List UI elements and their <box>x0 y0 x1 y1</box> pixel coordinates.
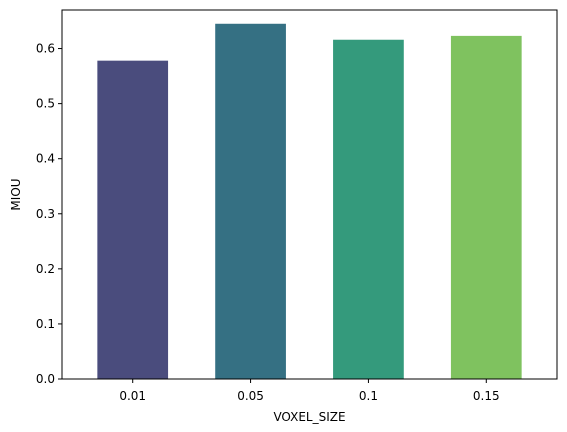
y-tick-label: 0.6 <box>36 42 55 56</box>
x-tick-label: 0.01 <box>119 389 146 403</box>
x-tick-label: 0.05 <box>237 389 264 403</box>
bar-0.15 <box>450 35 522 380</box>
y-tick-label: 0.2 <box>36 262 55 276</box>
plot-frame <box>61 9 558 380</box>
x-axis-label: VOXEL_SIZE <box>273 410 345 424</box>
x-tick-label: 0.1 <box>359 389 378 403</box>
x-tick-label: 0.15 <box>473 389 500 403</box>
bars-group <box>97 23 522 380</box>
y-axis-label: MIOU <box>9 178 23 210</box>
y-axis-ticks: 0.0 0.1 0.2 0.3 0.4 0.5 0.6 <box>36 42 62 386</box>
y-tick-label: 0.0 <box>36 372 55 386</box>
bar-0.01 <box>97 60 169 380</box>
y-tick-label: 0.1 <box>36 317 55 331</box>
y-tick-label: 0.3 <box>36 207 55 221</box>
y-tick-label: 0.5 <box>36 97 55 111</box>
x-axis-ticks: 0.01 0.05 0.1 0.15 <box>119 379 500 403</box>
y-tick-label: 0.4 <box>36 152 55 166</box>
bar-0.05 <box>215 23 286 380</box>
bar-0.1 <box>333 39 404 380</box>
